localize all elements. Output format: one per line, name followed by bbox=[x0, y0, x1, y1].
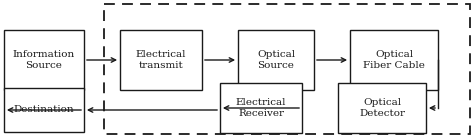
Bar bbox=[104, 4, 470, 134]
Bar bbox=[4, 88, 84, 132]
Text: Electrical
Receiver: Electrical Receiver bbox=[236, 98, 286, 118]
Text: Optical
Detector: Optical Detector bbox=[359, 98, 405, 118]
Bar bbox=[120, 30, 202, 90]
Text: Optical
Source: Optical Source bbox=[257, 50, 295, 70]
Text: Electrical
transmit: Electrical transmit bbox=[136, 50, 186, 70]
Bar bbox=[220, 83, 302, 133]
Text: Destination: Destination bbox=[14, 105, 74, 115]
Bar bbox=[4, 30, 84, 90]
Bar bbox=[350, 30, 438, 90]
Text: Information
Source: Information Source bbox=[13, 50, 75, 70]
Text: Optical
Fiber Cable: Optical Fiber Cable bbox=[363, 50, 425, 70]
Bar bbox=[238, 30, 314, 90]
Bar bbox=[338, 83, 426, 133]
